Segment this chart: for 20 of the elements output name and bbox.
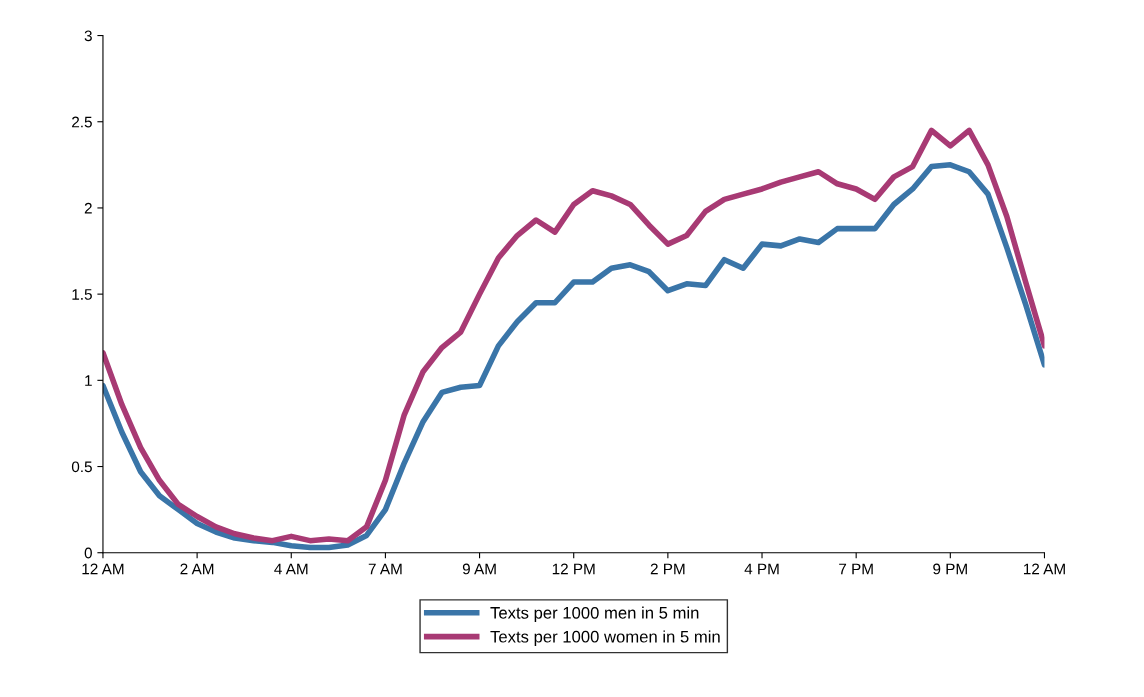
x-tick-label: 4 AM — [274, 563, 308, 575]
y-tick-label: 1.5 — [72, 289, 92, 300]
x-tick-label: 7 AM — [368, 563, 402, 575]
x-tick-label: 9 AM — [462, 563, 496, 575]
x-tick-label: 2 AM — [180, 563, 214, 575]
y-tick-label: 1 — [85, 375, 92, 386]
x-tick-label: 4 PM — [744, 563, 779, 575]
legend-label: Texts per 1000 men in 5 min — [490, 606, 699, 623]
x-tick-label: 12 AM — [82, 563, 124, 575]
y-tick-label: 2.5 — [72, 116, 92, 128]
y-tick-label: 3 — [84, 30, 92, 42]
x-tick-label: 9 PM — [933, 563, 967, 575]
x-tick-label: 12 AM — [1023, 563, 1065, 575]
x-tick-label: 2 PM — [650, 563, 685, 575]
y-tick-label: 0 — [84, 547, 92, 559]
y-tick-label: 2 — [84, 202, 92, 214]
legend-label: Texts per 1000 women in 5 min — [490, 630, 720, 646]
x-tick-label: 12 PM — [552, 563, 595, 575]
y-tick-label: 0.5 — [71, 461, 92, 473]
x-tick-label: 7 PM — [839, 563, 873, 575]
